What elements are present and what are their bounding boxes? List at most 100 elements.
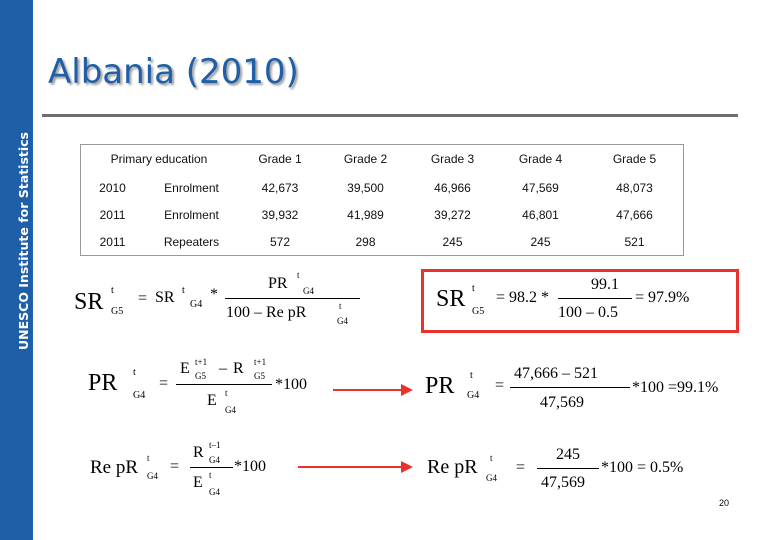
table-row: 2011 Repeaters 572 298 245 245 521: [80, 228, 684, 255]
header-grade: Grade 3: [430, 152, 475, 166]
repv-result: *100 = 0.5%: [601, 459, 684, 476]
sr-term-sup: t: [182, 285, 185, 296]
repv-fraction-bar: [537, 468, 599, 469]
prv-lhs: PR: [425, 373, 455, 399]
table-cell: 41,989: [347, 207, 384, 222]
rep-lhs-sub: G4: [147, 471, 158, 481]
rep-den-sub: G4: [209, 487, 220, 497]
repv-equals: =: [516, 459, 526, 476]
table-cell: 46,966: [434, 180, 471, 195]
row-type: Repeaters: [163, 234, 220, 249]
srv-result: = 97.9%: [635, 289, 690, 306]
sr-num-sub: G4: [303, 286, 314, 296]
sr-equals: =: [138, 290, 148, 307]
repv-den: 47,569: [541, 474, 585, 491]
pr-equals: =: [159, 375, 169, 392]
pr-num-b: R: [233, 360, 244, 377]
pr-den-sub: G4: [225, 405, 236, 415]
pr-den: E: [207, 392, 217, 409]
table-cell: 245: [530, 234, 551, 249]
table-cell: 245: [442, 234, 463, 249]
pr-minus: –: [219, 360, 227, 377]
table-cell: 572: [269, 234, 291, 249]
header-grade: Grade 2: [343, 152, 388, 166]
pr-lhs: PR: [88, 370, 118, 396]
header-grade: Grade 4: [518, 152, 563, 166]
rep-mult: *100: [234, 458, 266, 475]
repv-num: 245: [556, 446, 580, 463]
header-primary-education: Primary education: [110, 152, 208, 166]
table-row: 2011 Enrolment 39,932 41,989 39,272 46,8…: [80, 201, 684, 228]
prv-result: *100 =99.1%: [632, 379, 719, 396]
srv-eq: = 98.2 *: [496, 289, 550, 306]
table-cell: 39,932: [261, 207, 299, 222]
arrow-pr-head: [401, 384, 413, 396]
srv-fraction-bar: [558, 298, 632, 299]
repv-lhs-sub: G4: [486, 473, 497, 483]
sr-num-sup: t: [297, 270, 300, 280]
pr-num-b-sub: G5: [254, 371, 265, 381]
srv-lhs-sup: t: [472, 283, 475, 294]
prv-fraction-bar: [510, 387, 630, 388]
rep-num-sup: t–1: [209, 440, 221, 450]
table-cell: 521: [624, 234, 645, 249]
sr-den-sup: t: [339, 301, 342, 311]
row-type: Enrolment: [164, 207, 219, 222]
table-cell: 46,801: [522, 207, 559, 222]
prv-lhs-sup: t: [470, 370, 473, 381]
rep-num: R: [193, 444, 204, 461]
sr-term: SR: [155, 289, 175, 306]
header-grade: Grade 5: [612, 152, 657, 166]
prv-num: 47,666 – 521: [514, 365, 598, 382]
sr-fraction-bar: [225, 298, 360, 299]
table-cell: 298: [355, 234, 376, 249]
prv-den: 47,569: [540, 394, 584, 411]
row-year: 2011: [99, 207, 126, 222]
table-cell: 39,272: [434, 207, 471, 222]
sr-lhs-sub: G5: [111, 306, 124, 317]
sr-den: 100 – Re pR: [226, 304, 307, 321]
sr-term-sub: G4: [190, 299, 203, 310]
pr-num-a-sup: t+1: [195, 357, 208, 367]
rep-fraction-bar: [190, 467, 233, 468]
rep-equals: =: [170, 458, 180, 475]
sidebar-band: UNESCO Institute for Statistics: [0, 0, 33, 540]
table-row: 2010 Enrolment 42,673 39,500 46,966 47,5…: [80, 174, 684, 201]
table-cell: 42,673: [261, 180, 299, 195]
row-type: Enrolment: [164, 180, 219, 195]
pr-num-a: E: [180, 360, 190, 377]
pr-num-a-sub: G5: [195, 371, 206, 381]
repv-lhs-sup: t: [490, 453, 493, 463]
rep-den: E: [193, 474, 203, 491]
prv-lhs-sub: G4: [467, 390, 480, 401]
rep-den-sup: t: [209, 470, 212, 480]
prv-equals: =: [495, 377, 505, 394]
sr-num: PR: [268, 275, 288, 292]
srv-den: 100 – 0.5: [558, 304, 618, 321]
pr-mult: *100: [275, 376, 307, 393]
table-cell: 47,569: [522, 180, 559, 195]
srv-num: 99.1: [591, 276, 619, 293]
table-cell: 39,500: [347, 180, 384, 195]
row-year: 2010: [99, 180, 126, 195]
arrow-rep: [298, 466, 403, 468]
table-cell: 47,666: [616, 207, 653, 222]
rep-lhs: Re pR: [90, 457, 139, 478]
pr-num-b-sup: t+1: [254, 357, 267, 367]
rep-num-sub: G4: [209, 455, 220, 465]
header-grade: Grade 1: [258, 152, 302, 166]
srv-lhs: SR: [436, 286, 466, 312]
sidebar-label: UNESCO Institute for Statistics: [16, 132, 31, 350]
pr-den-sup: t: [225, 388, 228, 398]
table-cell: 48,073: [616, 180, 653, 195]
pr-lhs-sub: G4: [133, 390, 146, 401]
page-title: Albania (2010): [48, 52, 299, 92]
title-divider: [42, 114, 738, 117]
pr-fraction-bar: [176, 384, 272, 385]
pr-lhs-sup: t: [133, 367, 136, 378]
row-year: 2011: [99, 234, 126, 249]
highlight-box: [421, 269, 739, 333]
sr-den-sub: G4: [337, 316, 348, 326]
sr-lhs: SR: [74, 289, 104, 315]
sr-times: *: [210, 286, 218, 303]
